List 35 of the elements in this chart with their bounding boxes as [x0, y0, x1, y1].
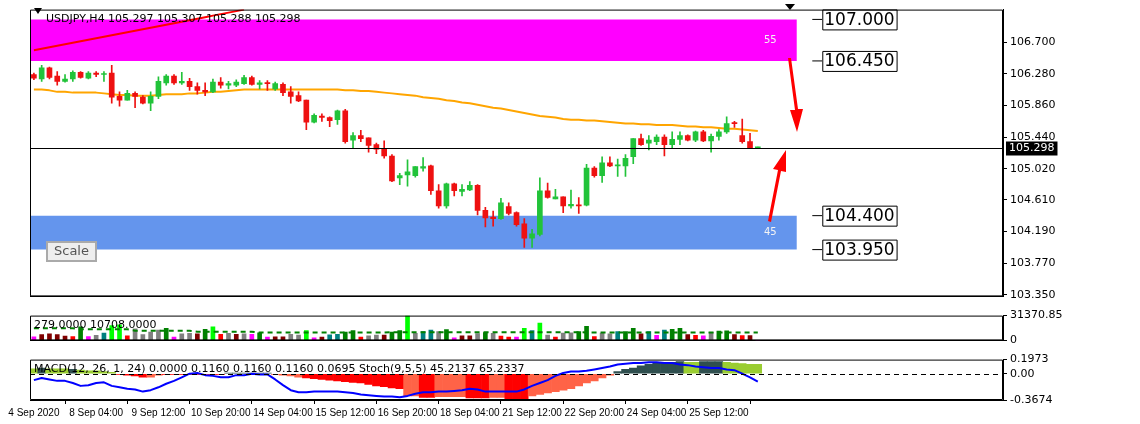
y-tick-label: 106.280	[1010, 66, 1056, 80]
text: 106.450	[824, 50, 895, 71]
text: 103.950	[824, 239, 895, 260]
y-tick-label: 0	[1010, 333, 1017, 347]
text: 107.000	[824, 8, 895, 29]
x-tick-label: 14 Sep 04:00	[253, 406, 314, 418]
x-tick-label: 22 Sep 20:00	[564, 406, 625, 418]
y-tick-label: 104.610	[1010, 192, 1056, 206]
band-label: 45	[763, 226, 777, 238]
x-tick-label: 21 Sep 12:00	[502, 406, 563, 418]
annotation: Scale	[46, 241, 97, 262]
y-tick-label: 31370.85	[1010, 308, 1063, 322]
y-tick-label: -0.3674	[1010, 392, 1053, 406]
x-tick-label: 4 Sep 2020	[8, 406, 60, 418]
x-tick-label: 9 Sep 12:00	[131, 406, 186, 418]
y-tick-label: 103.350	[1010, 287, 1056, 301]
text: 104.400	[824, 205, 895, 226]
x-tick-label: 8 Sep 04:00	[69, 406, 124, 418]
y-tick-label: 105.020	[1010, 161, 1056, 175]
x-tick-label: 10 Sep 20:00	[190, 406, 251, 418]
y-tick-label: 0.1973	[1010, 352, 1049, 366]
y-tick-label: 105.860	[1010, 98, 1056, 112]
band-label: 55	[763, 33, 777, 45]
y-tick-label: 104.190	[1010, 224, 1056, 238]
chart-title: 279.0000 10708.0000	[34, 317, 157, 331]
x-tick-label: 18 Sep 04:00	[440, 406, 500, 418]
x-tick-label: 16 Sep 20:00	[377, 406, 438, 418]
x-tick-label: 25 Sep 12:00	[689, 406, 750, 418]
y-tick-label: 0.00	[1010, 366, 1035, 380]
y-tick-label: 103.770	[1010, 256, 1056, 270]
x-tick-label: 24 Sep 04:00	[626, 406, 687, 418]
x-tick-label: 15 Sep 12:00	[315, 406, 376, 418]
y-tick-label: 106.700	[1010, 34, 1056, 48]
y-tick-label: 105.440	[1010, 130, 1056, 144]
ref-line-label: 105.298	[1009, 141, 1055, 155]
